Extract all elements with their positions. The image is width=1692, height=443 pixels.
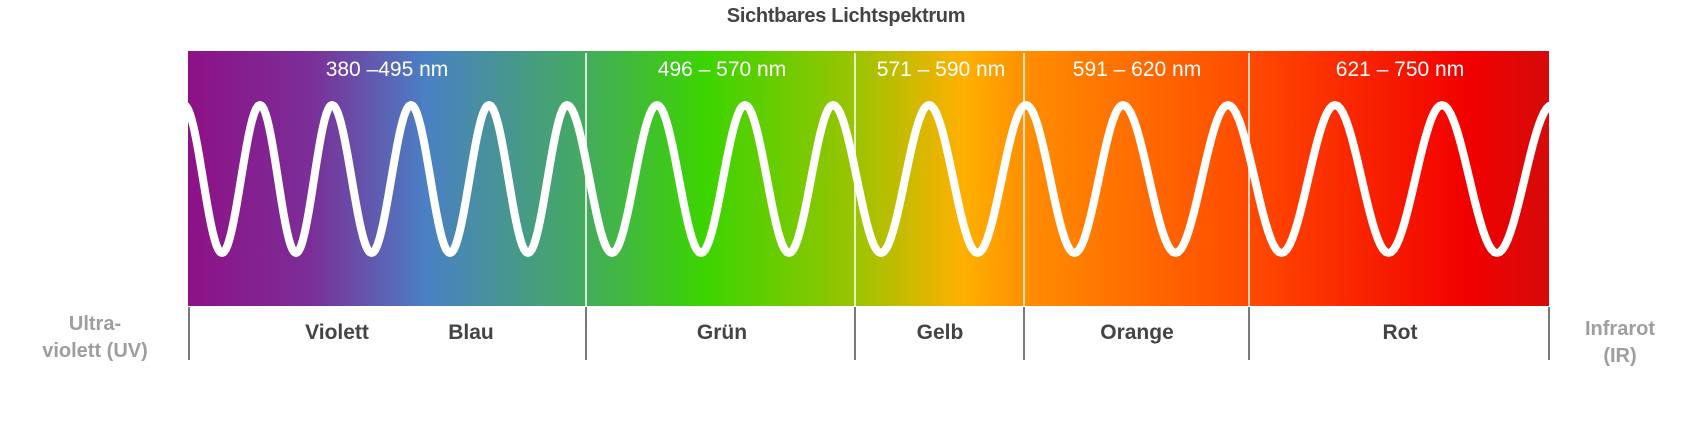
infrared-label: Infrarot (IR) (1585, 316, 1655, 370)
color-label-blau: Blau (448, 321, 494, 344)
range-label-green: 496 – 570 nm (657, 58, 787, 81)
color-label-gruen: Grün (696, 321, 748, 344)
infrared-label-line1: Infrarot (1585, 318, 1655, 340)
range-divider (1023, 53, 1025, 306)
axis-tick (1248, 307, 1250, 360)
color-label-violett: Violett (305, 321, 369, 344)
range-label-violet-blue: 380 –495 nm (325, 58, 449, 81)
color-label-orange: Orange (1100, 321, 1174, 344)
range-label-orange: 591 – 620 nm (1072, 58, 1202, 81)
axis-tick (1023, 307, 1025, 360)
range-divider (585, 53, 587, 306)
color-label-rot: Rot (1382, 321, 1418, 344)
diagram-title: Sichtbares Lichtspektrum (726, 5, 966, 27)
ultraviolet-label-line1: Ultra- (68, 313, 122, 335)
ultraviolet-label: Ultra- violett (UV) (42, 311, 148, 365)
axis-tick (188, 307, 190, 360)
axis-tick (1548, 307, 1550, 360)
light-wave-icon (188, 101, 1549, 257)
spectrum-gradient (188, 51, 1549, 306)
range-label-yellow: 571 – 590 nm (876, 58, 1006, 81)
infrared-label-line2: (IR) (1603, 345, 1637, 367)
range-divider (1248, 53, 1250, 306)
axis-tick (854, 307, 856, 360)
color-label-gelb: Gelb (916, 321, 964, 344)
range-divider (854, 53, 856, 306)
range-label-red: 621 – 750 nm (1335, 58, 1465, 81)
ultraviolet-label-line2: violett (UV) (42, 340, 148, 362)
axis-tick (585, 307, 587, 360)
spectrum-bar (188, 51, 1549, 306)
